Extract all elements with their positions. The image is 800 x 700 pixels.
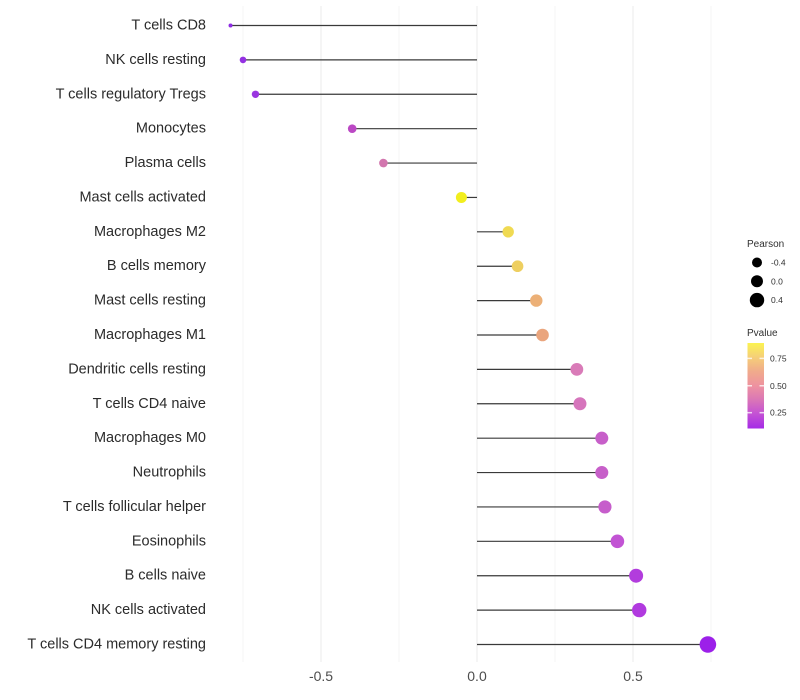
legend-size-label: 0.0 bbox=[771, 276, 783, 286]
colorbar-tick-label: 0.50 bbox=[770, 381, 787, 391]
row-label: Dendritic cells resting bbox=[68, 361, 206, 377]
row-label: NK cells activated bbox=[91, 602, 206, 618]
row-label: T cells CD4 naive bbox=[93, 396, 206, 412]
row-label: B cells naive bbox=[125, 568, 206, 584]
lollipop-dot bbox=[239, 56, 247, 64]
lollipop-dot bbox=[595, 431, 609, 445]
legend-size-dot bbox=[751, 275, 763, 288]
row-label: Mast cells resting bbox=[94, 293, 206, 309]
lollipop-dot bbox=[251, 90, 260, 98]
lollipop-dot bbox=[699, 636, 717, 653]
lollipop-dot bbox=[379, 158, 388, 168]
x-tick-label: -0.5 bbox=[309, 668, 333, 684]
pvalue-colorbar bbox=[747, 343, 764, 429]
row-label: T cells follicular helper bbox=[63, 499, 206, 515]
lollipop-dot bbox=[228, 23, 233, 28]
colorbar-tick-label: 0.75 bbox=[770, 353, 787, 363]
row-label: Neutrophils bbox=[133, 465, 206, 481]
row-label: Macrophages M1 bbox=[94, 327, 206, 343]
lollipop-dot bbox=[502, 226, 514, 238]
lollipop-dot bbox=[511, 260, 524, 273]
row-label: Monocytes bbox=[136, 121, 206, 137]
row-label: Eosinophils bbox=[132, 533, 206, 549]
x-tick-label: 0.0 bbox=[467, 668, 487, 684]
colorbar-tick-label: 0.25 bbox=[770, 408, 787, 418]
lollipop-dot bbox=[595, 466, 609, 480]
lollipop-dot bbox=[573, 397, 587, 411]
row-label: B cells memory bbox=[107, 258, 207, 274]
lollipop-dot bbox=[536, 328, 549, 342]
legend-size-label: 0.4 bbox=[771, 295, 783, 305]
lollipop-dot bbox=[610, 534, 625, 549]
legend-pvalue-title: Pvalue bbox=[747, 328, 778, 339]
row-label: NK cells resting bbox=[105, 52, 206, 68]
row-label: T cells CD4 memory resting bbox=[27, 637, 206, 653]
row-label: T cells CD8 bbox=[131, 18, 206, 34]
x-tick-label: 0.5 bbox=[623, 668, 643, 684]
legend-size-dot bbox=[752, 257, 762, 268]
lollipop-dot bbox=[455, 191, 467, 203]
row-label: Mast cells activated bbox=[79, 189, 206, 205]
legend-size-dot bbox=[749, 292, 765, 308]
lollipop-dot bbox=[570, 362, 584, 376]
lollipop-dot bbox=[530, 294, 543, 307]
lollipop-dot bbox=[632, 602, 647, 618]
legend-size-label: -0.4 bbox=[771, 258, 786, 268]
lollipop-dot bbox=[598, 500, 612, 514]
lollipop-dot bbox=[347, 124, 357, 133]
legend-pearson-title: Pearson bbox=[747, 239, 784, 250]
row-label: T cells regulatory Tregs bbox=[56, 86, 206, 102]
row-label: Macrophages M2 bbox=[94, 224, 206, 240]
row-label: Macrophages M0 bbox=[94, 430, 206, 446]
row-label: Plasma cells bbox=[125, 155, 206, 171]
lollipop-dot bbox=[629, 568, 644, 583]
